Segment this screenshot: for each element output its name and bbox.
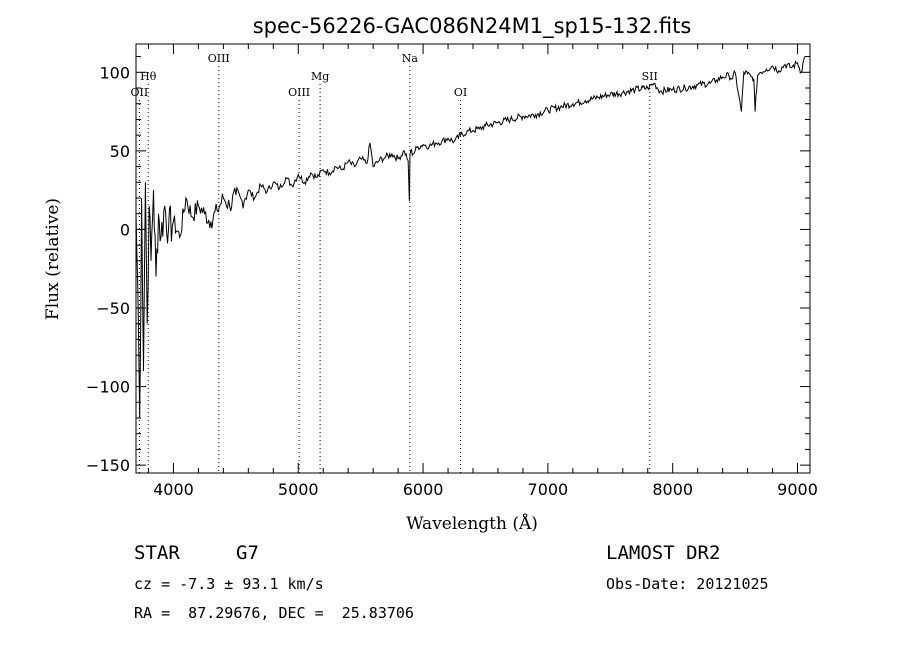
line-marker-label: OI — [454, 86, 467, 99]
line-marker-label: OII — [131, 86, 149, 99]
line-marker-label: Mg — [311, 70, 329, 83]
x-tick-label: 7000 — [528, 480, 569, 499]
spectrum-line — [135, 56, 806, 419]
line-marker-label: OIII — [208, 52, 230, 65]
line-marker-label: SII — [642, 70, 658, 83]
y-tick-label: −50 — [96, 299, 130, 318]
y-tick-label: 50 — [110, 142, 130, 161]
chart-title: spec-56226-GAC086N24M1_sp15-132.fits — [253, 14, 692, 39]
x-tick-label: 8000 — [652, 480, 693, 499]
survey-name: LAMOST DR2 — [606, 542, 721, 564]
line-marker-label: OIII — [288, 86, 310, 99]
x-tick-label: 6000 — [403, 480, 444, 499]
y-tick-label: 100 — [99, 63, 130, 82]
line-marker-label: Hθ — [140, 70, 157, 83]
y-axis-title: Flux (relative) — [43, 198, 63, 320]
coordinates-info: RA = 87.29676, DEC = 25.83706 — [134, 604, 414, 622]
y-tick-label: −100 — [86, 378, 130, 397]
y-tick-label: −150 — [86, 456, 130, 475]
x-axis-title: Wavelength (Å) — [406, 513, 538, 534]
redshift-info: cz = -7.3 ± 93.1 km/s — [134, 575, 324, 593]
x-tick-label: 4000 — [153, 480, 194, 499]
y-tick-label: 0 — [120, 220, 130, 239]
x-tick-label: 5000 — [278, 480, 319, 499]
obs-date-info: Obs-Date: 20121025 — [606, 575, 769, 593]
line-marker-label: Na — [402, 52, 419, 65]
axes-layer: 4000 5000 6000 7000 8000 9000 −150 −100 −50 0 50 10… — [86, 43, 818, 499]
series-layer — [135, 56, 806, 419]
x-tick-label: 9000 — [777, 480, 818, 499]
object-subclass: G7 — [236, 542, 259, 564]
object-class: STAR — [134, 542, 180, 564]
plot-frame — [135, 43, 811, 474]
